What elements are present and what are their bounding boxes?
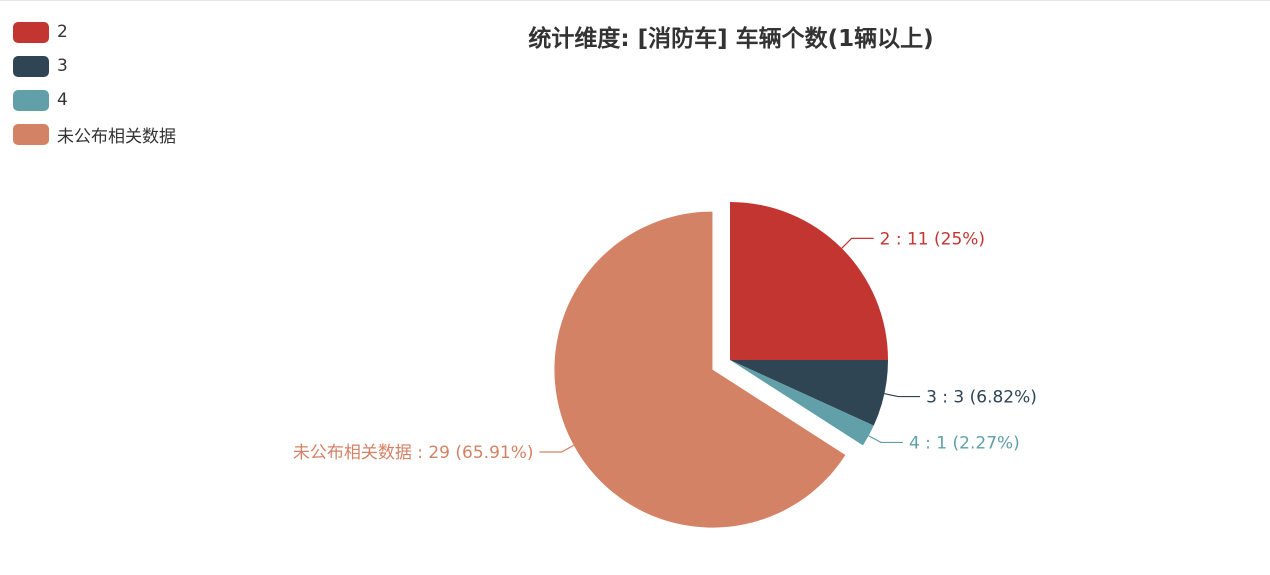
leader-line-4: [868, 435, 903, 444]
legend-swatch-3: [13, 55, 49, 77]
pie-slice-2[interactable]: [730, 202, 888, 360]
legend-item-unpublished[interactable]: 未公布相关数据: [13, 122, 176, 147]
legend-swatch-2: [13, 21, 49, 43]
legend-item-4[interactable]: 4: [13, 88, 176, 112]
legend-item-3[interactable]: 3: [13, 54, 176, 78]
leader-line-unpublished: [539, 444, 575, 453]
chart-title: 统计维度: [消防车] 车辆个数(1辆以上): [528, 26, 934, 52]
data-label-unpublished: 未公布相关数据 : 29 (65.91%): [293, 443, 534, 463]
legend-label-4: 4: [57, 90, 68, 110]
legend: 2 3 4 未公布相关数据: [13, 20, 176, 156]
legend-label-unpublished: 未公布相关数据: [57, 126, 176, 147]
legend-swatch-unpublished: [13, 123, 49, 145]
legend-item-2[interactable]: 2: [13, 20, 176, 44]
legend-swatch-4: [13, 89, 49, 111]
legend-label-3: 3: [57, 56, 68, 76]
data-label-4: 4 : 1 (2.27%): [909, 433, 1020, 453]
data-label-3: 3 : 3 (6.82%): [926, 388, 1037, 408]
data-label-2: 2 : 11 (25%): [880, 229, 985, 249]
top-divider: [0, 0, 1270, 1]
pie-slice-3[interactable]: [730, 360, 888, 426]
leader-line-3: [884, 392, 921, 398]
leader-line-2: [841, 237, 874, 249]
pie-slice-unpublished[interactable]: [554, 211, 846, 528]
pie-slice-4[interactable]: [730, 360, 874, 446]
legend-label-2: 2: [57, 22, 68, 42]
